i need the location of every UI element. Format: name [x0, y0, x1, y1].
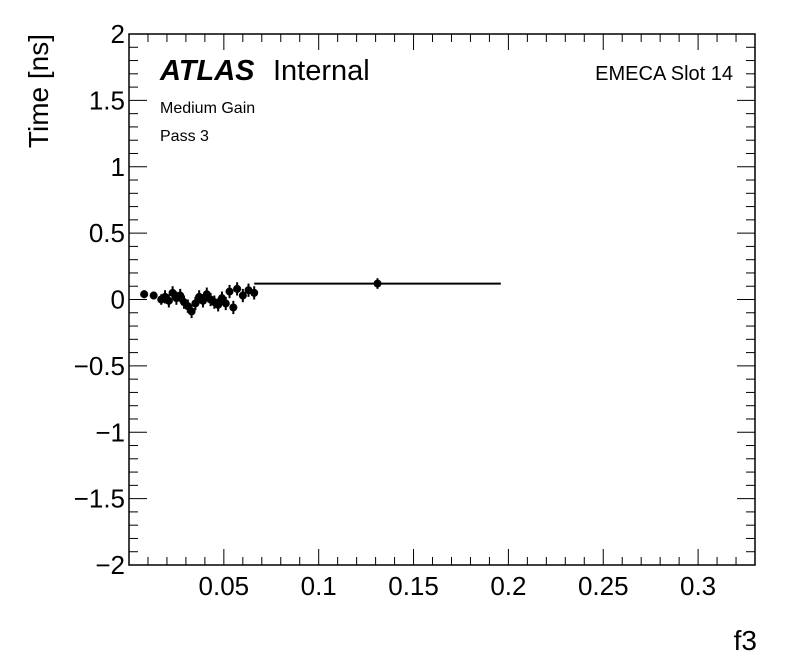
x-tick-label: 0.25: [578, 571, 629, 601]
gain-label: Medium Gain: [160, 100, 255, 117]
point-marker: [140, 290, 149, 299]
data-point: [176, 288, 185, 303]
y-tick-label: −2: [95, 550, 125, 580]
point-marker: [164, 296, 173, 305]
y-tick-label: −0.5: [74, 351, 125, 381]
point-marker: [229, 303, 238, 312]
data-points: [140, 278, 501, 319]
y-tick-labels: 2 1.5 1 0.5 0 −0.5 −1 −1.5 −2: [74, 19, 125, 580]
y-tick-label: 0: [111, 285, 125, 315]
point-marker: [176, 291, 185, 300]
y-axis-title: Time [ns]: [23, 34, 54, 148]
data-point: [225, 284, 234, 299]
point-marker: [149, 291, 158, 300]
x-tick-labels: 0.05 0.1 0.15 0.2 0.25 0.3: [199, 571, 717, 601]
x-tick-label: 0.05: [199, 571, 250, 601]
data-point: [214, 298, 223, 312]
x-tick-label: 0.15: [388, 571, 439, 601]
data-point: [233, 282, 242, 296]
point-marker: [187, 307, 196, 316]
data-point: [254, 278, 501, 289]
x-axis-title: f3: [734, 625, 757, 656]
y-tick-label: 1: [111, 152, 125, 182]
x-tick-label: 0.1: [301, 571, 337, 601]
x-tick-label: 0.3: [680, 571, 716, 601]
data-point: [191, 296, 200, 311]
point-marker: [238, 291, 247, 300]
point-marker: [214, 300, 223, 309]
atlas-label: ATLAS: [159, 55, 255, 87]
y-tick-label: 2: [111, 19, 125, 49]
data-point: [187, 304, 196, 319]
point-marker: [191, 299, 200, 308]
data-point: [149, 291, 158, 300]
point-marker: [225, 287, 234, 296]
point-marker: [233, 284, 242, 293]
y-tick-label: 0.5: [89, 218, 125, 248]
x-tick-label: 0.2: [490, 571, 526, 601]
point-marker: [221, 299, 230, 308]
data-point: [198, 294, 207, 308]
y-tick-label: 1.5: [89, 85, 125, 115]
data-point: [238, 288, 247, 303]
point-marker: [250, 288, 259, 297]
data-point: [229, 300, 238, 315]
point-marker: [373, 279, 382, 288]
data-point: [164, 294, 173, 308]
point-marker: [198, 296, 207, 305]
slot-label: EMECA Slot 14: [595, 63, 733, 85]
atlas-internal-label: Internal: [273, 55, 370, 87]
y-tick-label: −1.5: [74, 484, 125, 514]
data-point: [250, 286, 259, 300]
data-point: [221, 296, 230, 311]
axis-ticks: [128, 33, 756, 566]
y-tick-label: −1: [95, 417, 125, 447]
pass-label: Pass 3: [160, 128, 209, 145]
data-point: [140, 290, 149, 299]
